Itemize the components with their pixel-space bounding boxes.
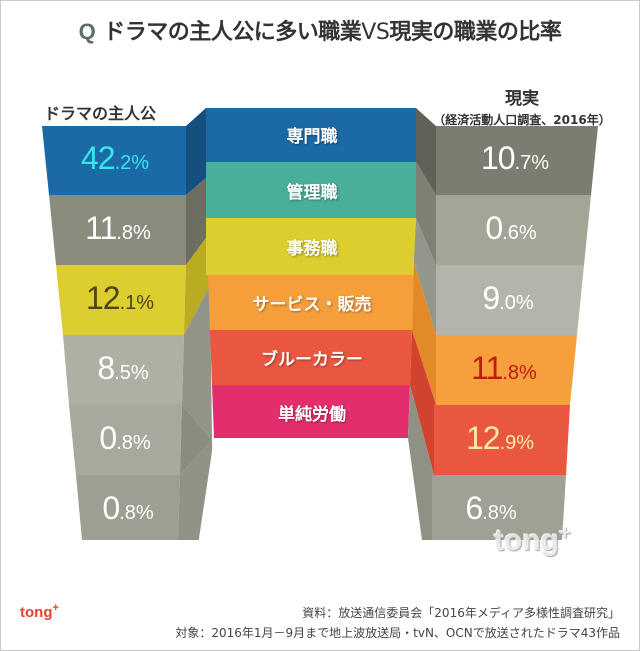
right-header-main: 現実 [505,89,539,109]
category-professional: 専門職 [286,127,338,147]
left-value-professional: 42.2% [80,140,150,176]
left-column [42,108,214,540]
right-value-clerical: 9.0% [482,280,534,316]
left-value-simple-labor: 0.8% [102,490,154,526]
chart-title: Q ドラマの主人公に多い職業VS現実の職業の比率 [0,14,640,46]
title-vs: VS [361,20,390,45]
category-service-sales: サービス・販売 [252,295,372,315]
category-blue-collar: ブルーカラー [261,350,363,370]
category-management: 管理職 [286,183,338,203]
left-column-header: ドラマの主人公 [44,104,157,123]
left-value-blue-collar: 0.8% [99,420,151,456]
title-part1: ドラマの主人公に多い職業 [103,20,362,45]
q-icon: Q [78,19,96,44]
brand-logo: tong+ [20,602,59,621]
left-value-management: 11.8% [85,210,151,246]
left-value-clerical: 12.1% [85,280,155,316]
right-value-blue-collar: 12.9% [465,420,535,456]
watermark-logo: tong+ [494,522,571,557]
right-column [408,108,598,540]
right-value-professional: 10.7% [480,140,550,176]
target-note: 対象：2016年1月－9月まで地上波放送局・tvN、OCNで放送されたドラマ43… [175,626,620,640]
right-value-management: 0.6% [485,210,537,246]
category-clerical: 事務職 [286,239,338,259]
right-value-service-sales: 11.8% [471,350,537,386]
right-column-header: 現実 （経済活動人口調査、2016年） [432,84,612,128]
right-value-simple-labor: 6.8% [465,490,517,526]
title-part2: 現実の職業の比率 [389,20,562,45]
right-header-sub: （経済活動人口調査、2016年） [433,113,611,127]
category-simple-labor: 単純労働 [278,405,346,425]
source-note: 資料：放送通信委員会「2016年メディア多様性調査研究」 [302,606,620,620]
middle-column [198,108,422,545]
left-value-service-sales: 8.5% [97,350,149,386]
